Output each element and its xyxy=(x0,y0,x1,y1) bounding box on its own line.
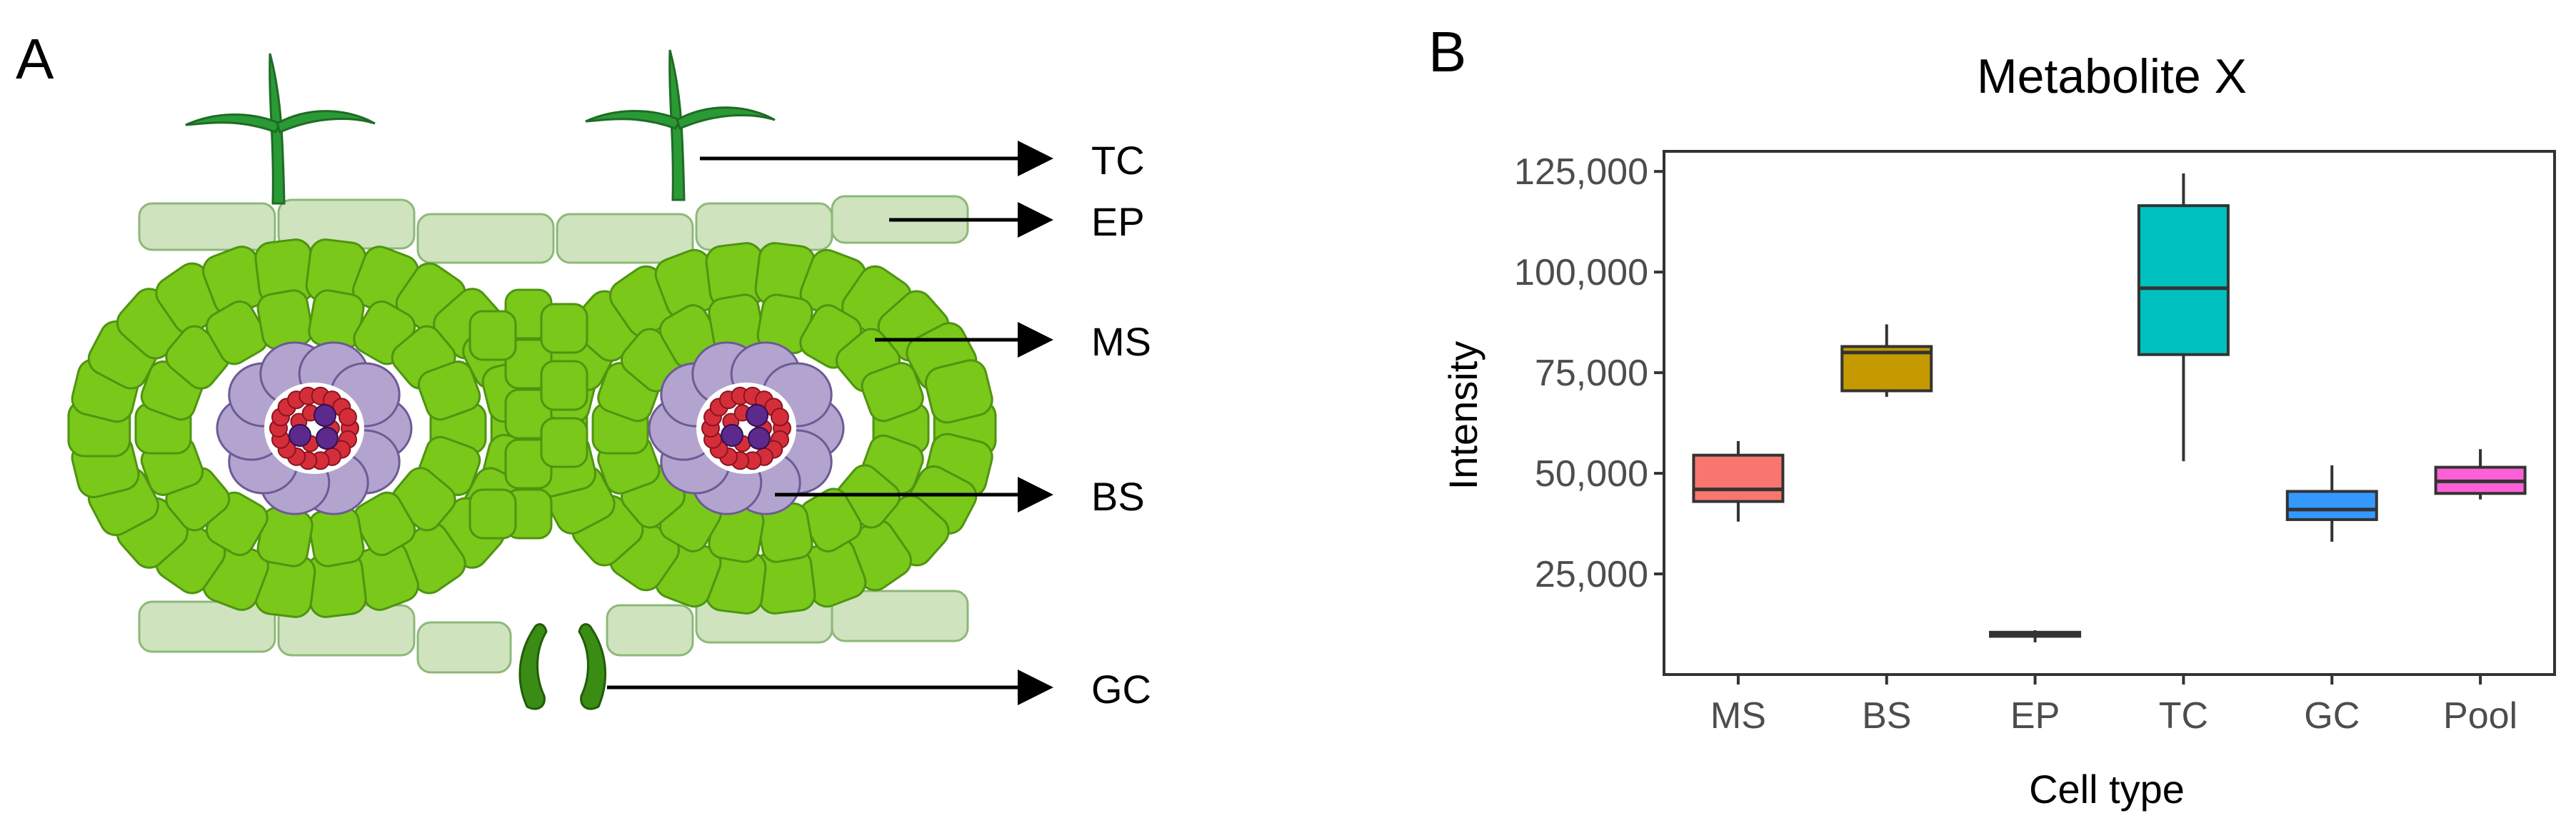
cell-type-annotations: TC EP MS BS GC xyxy=(607,138,1151,712)
gc-label: GC xyxy=(1091,667,1151,712)
epidermis-cell xyxy=(138,600,276,653)
panel-a-label: A xyxy=(16,27,54,91)
y-tick-label: 25,000 xyxy=(1535,554,1648,595)
mesophyll-cell xyxy=(205,301,269,365)
mesophyll-cell xyxy=(468,310,517,361)
trichome-branch xyxy=(185,113,282,133)
epidermis-cell xyxy=(138,202,276,251)
epidermis-cell xyxy=(831,590,969,642)
mesophyll-cell xyxy=(924,359,993,424)
trichome-branch xyxy=(676,106,776,131)
guard-cell xyxy=(578,623,607,710)
y-axis-label: Intensity xyxy=(1440,341,1485,490)
epidermis-cell xyxy=(416,213,555,264)
ms-label: MS xyxy=(1091,319,1151,364)
mesophyll-cell xyxy=(540,360,588,411)
x-axis-label: Cell type xyxy=(2029,767,2185,812)
mesophyll-cell xyxy=(540,417,588,468)
x-tick-label: BS xyxy=(1862,695,1911,737)
trichome-branch xyxy=(585,110,682,130)
mesophyll-cell xyxy=(256,289,314,350)
mesophyll-cell xyxy=(504,388,553,440)
x-tick-label: GC xyxy=(2304,695,2360,737)
guard-cell xyxy=(518,623,548,710)
box-tc xyxy=(2137,204,2230,356)
vessel-cell xyxy=(721,424,743,447)
mesophyll-cell xyxy=(861,362,924,423)
vessel-cell xyxy=(314,404,336,427)
y-tick-label: 100,000 xyxy=(1514,252,1648,293)
box-ms xyxy=(1692,453,1785,503)
vessel-cell xyxy=(748,427,771,450)
x-tick-label: TC xyxy=(2159,695,2208,737)
leaf-cross-section xyxy=(67,49,997,710)
vessel-cell xyxy=(746,404,768,427)
x-tick-label: Pool xyxy=(2443,695,2517,737)
panel-b-label: B xyxy=(1428,20,1466,84)
plot-frame xyxy=(1663,150,2556,676)
box-plot: 25,000 50,000 75,000 100,000 125,000 MS BS EP TC… xyxy=(1514,150,2556,737)
box-gc xyxy=(2285,490,2378,521)
vessel-cell xyxy=(289,424,311,447)
y-tick-label: 75,000 xyxy=(1535,353,1648,394)
bs-label: BS xyxy=(1091,474,1145,519)
x-tick-label: MS xyxy=(1710,695,1766,737)
epidermis-cell xyxy=(416,621,512,674)
vessel-cell xyxy=(316,427,339,450)
chart-title: Metabolite X xyxy=(1977,49,2247,104)
epidermis-cell xyxy=(695,202,833,251)
mesophyll-cell xyxy=(468,488,517,540)
epidermis-cell xyxy=(606,604,694,657)
vascular-cell xyxy=(338,408,357,427)
trichome-branch xyxy=(276,110,376,134)
mesophyll-cell xyxy=(540,303,588,354)
vascular-cell xyxy=(770,408,789,427)
mesophyll-cell xyxy=(417,360,481,421)
y-tick-label: 50,000 xyxy=(1535,453,1648,495)
mesophyll-cell xyxy=(353,491,416,556)
epidermis-cell xyxy=(556,213,694,264)
ep-label: EP xyxy=(1091,199,1145,244)
x-tick-label: EP xyxy=(2010,695,2060,737)
y-tick-label: 125,000 xyxy=(1514,151,1648,193)
tc-label: TC xyxy=(1091,138,1145,183)
